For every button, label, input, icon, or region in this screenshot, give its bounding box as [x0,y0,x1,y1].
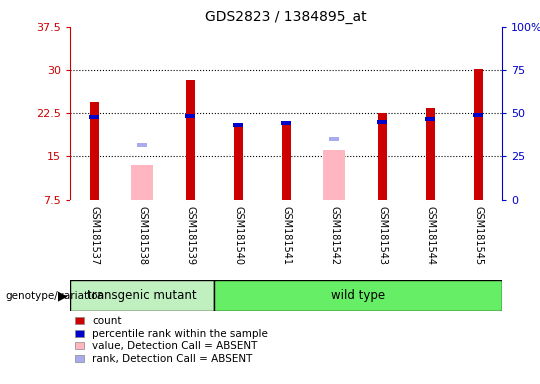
Bar [137,143,147,147]
Text: GSM181537: GSM181537 [89,205,99,265]
Text: genotype/variation: genotype/variation [5,291,105,301]
Bar [378,113,387,200]
Bar [90,102,98,200]
Bar [425,117,435,121]
Bar [186,81,194,200]
Bar [473,113,483,117]
Bar [185,114,195,118]
Title: GDS2823 / 1384895_at: GDS2823 / 1384895_at [205,10,367,25]
Text: wild type: wild type [331,289,385,302]
Bar [234,125,242,200]
Bar [426,108,435,200]
Bar [131,165,153,200]
Text: GSM181541: GSM181541 [281,205,291,265]
Text: GSM181543: GSM181543 [377,205,387,265]
Text: GSM181539: GSM181539 [185,205,195,265]
Bar [282,122,291,200]
Bar [281,121,292,125]
Text: GSM181545: GSM181545 [473,205,483,265]
Bar [329,137,340,141]
FancyBboxPatch shape [214,280,502,311]
Bar [474,69,483,200]
Text: GSM181542: GSM181542 [329,205,339,265]
Text: GSM181544: GSM181544 [425,205,435,265]
FancyBboxPatch shape [70,280,214,311]
Bar [233,123,244,127]
Text: GSM181540: GSM181540 [233,205,243,265]
Bar [89,115,99,119]
Bar [323,150,345,200]
Text: transgenic mutant: transgenic mutant [87,289,197,302]
Legend: count, percentile rank within the sample, value, Detection Call = ABSENT, rank, : count, percentile rank within the sample… [76,316,268,364]
Text: ▶: ▶ [58,289,68,302]
Bar [377,120,388,124]
Text: GSM181538: GSM181538 [137,205,147,265]
